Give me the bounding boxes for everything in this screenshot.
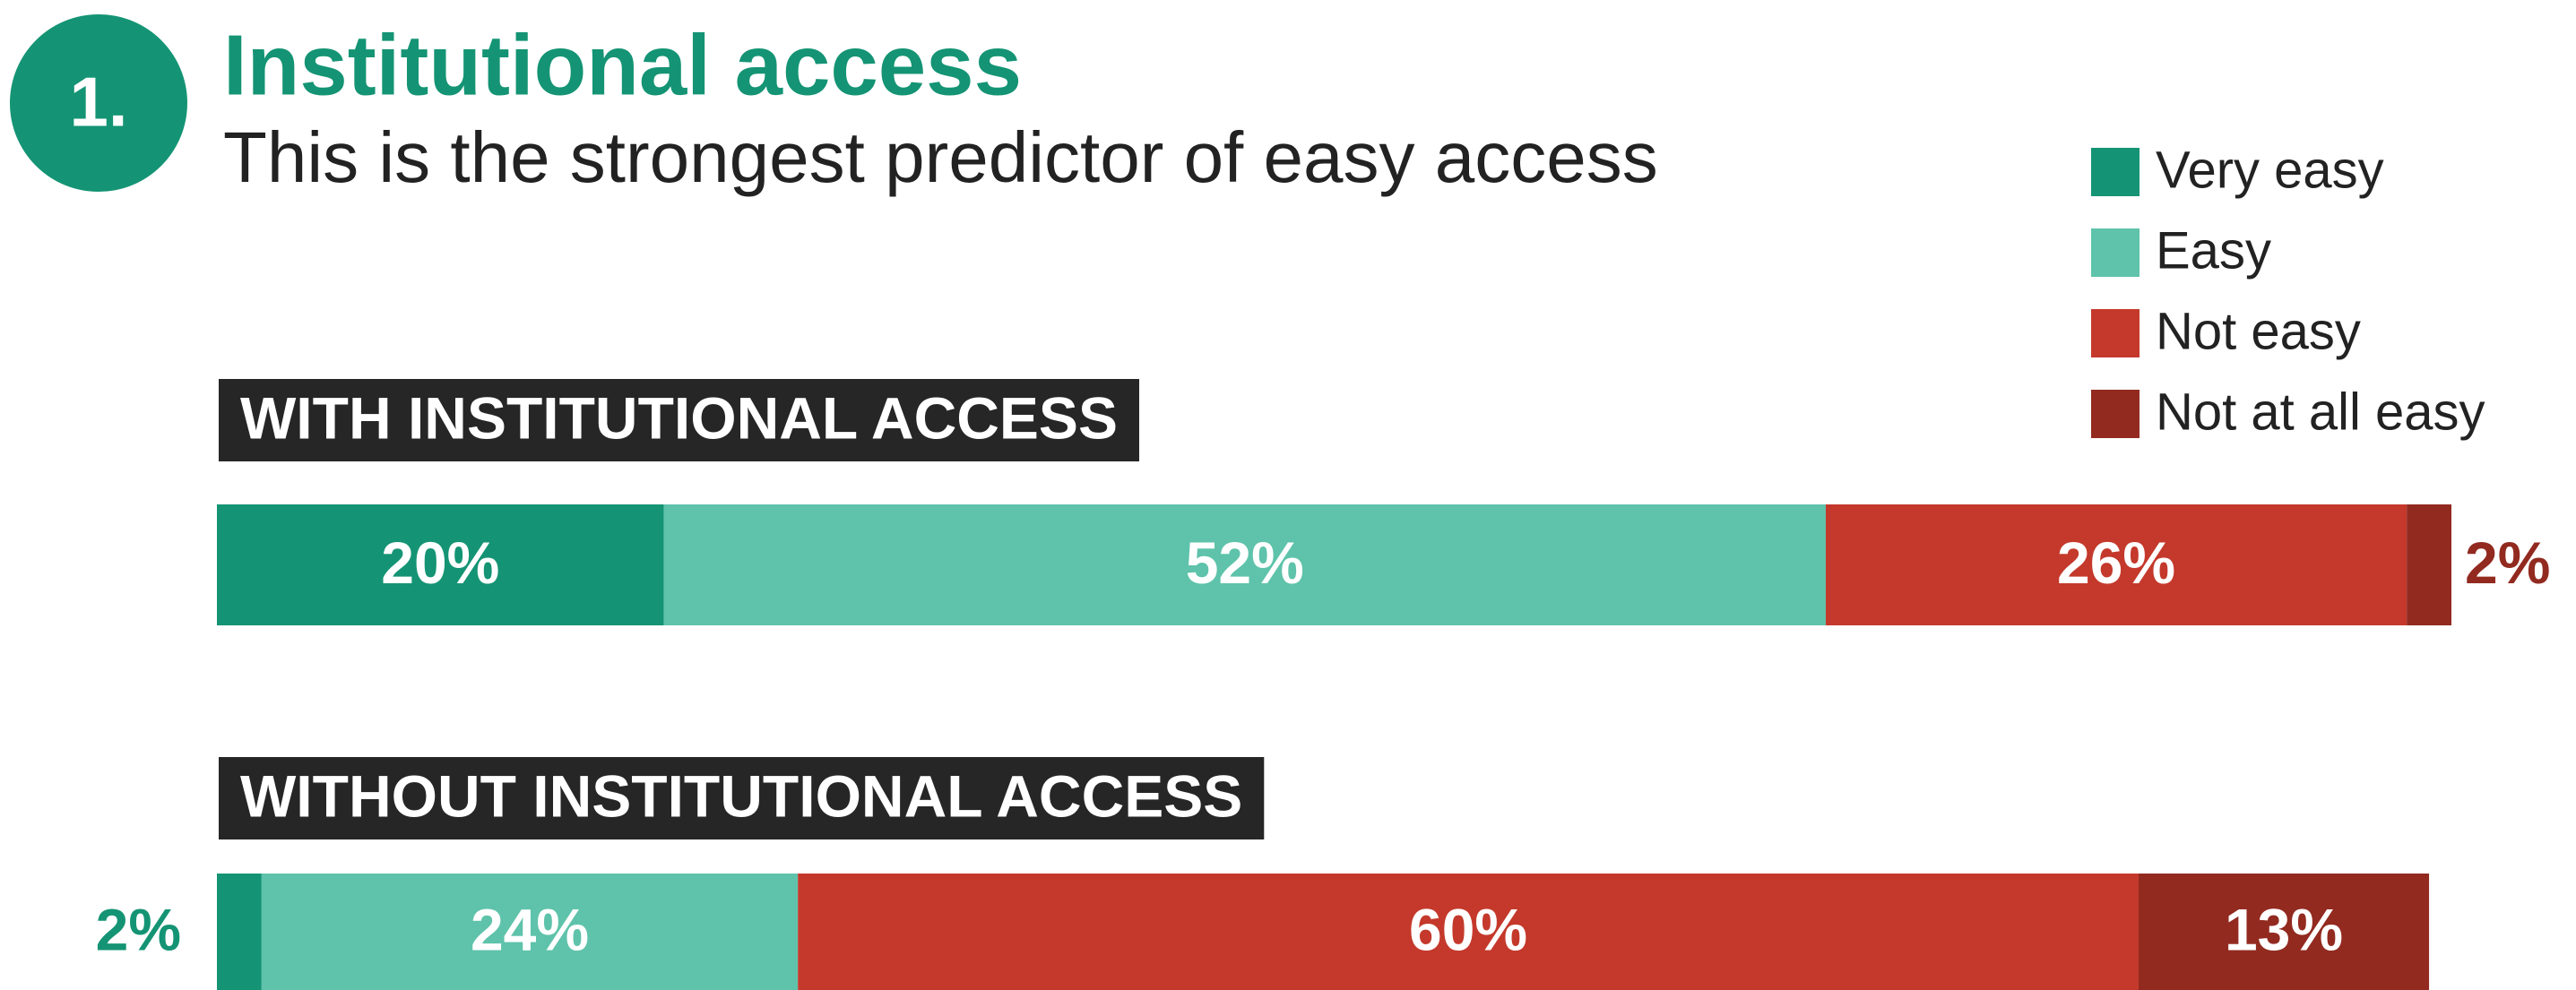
value-label: 2% bbox=[96, 896, 181, 962]
bar-segment bbox=[663, 504, 1826, 625]
legend-swatch bbox=[2091, 228, 2139, 277]
category-box bbox=[219, 757, 1265, 839]
badge-text: 1. bbox=[69, 63, 127, 142]
legend-label: Easy bbox=[2156, 221, 2271, 280]
value-label: 60% bbox=[1409, 896, 1527, 962]
category-label: WITH INSTITUTIONAL ACCESS bbox=[240, 384, 1118, 451]
bar-segment bbox=[2138, 874, 2430, 990]
bar-segment bbox=[217, 874, 262, 990]
category-label: WITHOUT INSTITUTIONAL ACCESS bbox=[240, 762, 1242, 829]
category-box bbox=[219, 379, 1139, 461]
bar-segment bbox=[798, 874, 2139, 990]
chart-subtitle: This is the strongest predictor of easy … bbox=[223, 117, 1658, 197]
value-label: 13% bbox=[2225, 896, 2343, 962]
value-label: 24% bbox=[471, 896, 589, 962]
badge-circle bbox=[10, 14, 187, 192]
chart-title: Institutional access bbox=[223, 17, 1022, 113]
legend-label: Not at all easy bbox=[2156, 383, 2485, 441]
value-label: 52% bbox=[1186, 529, 1304, 596]
legend-swatch bbox=[2091, 148, 2139, 196]
bar-segment bbox=[261, 874, 799, 990]
value-label: 20% bbox=[381, 529, 499, 596]
bar-segment bbox=[1825, 504, 2407, 625]
bar-segment bbox=[2407, 504, 2451, 625]
value-label: 26% bbox=[2057, 529, 2175, 596]
legend-swatch bbox=[2091, 309, 2139, 357]
legend-label: Not easy bbox=[2156, 302, 2361, 360]
legend-label: Very easy bbox=[2156, 141, 2384, 199]
bar-segment bbox=[217, 504, 664, 625]
legend-swatch bbox=[2091, 390, 2139, 438]
value-label: 2% bbox=[2465, 529, 2550, 596]
